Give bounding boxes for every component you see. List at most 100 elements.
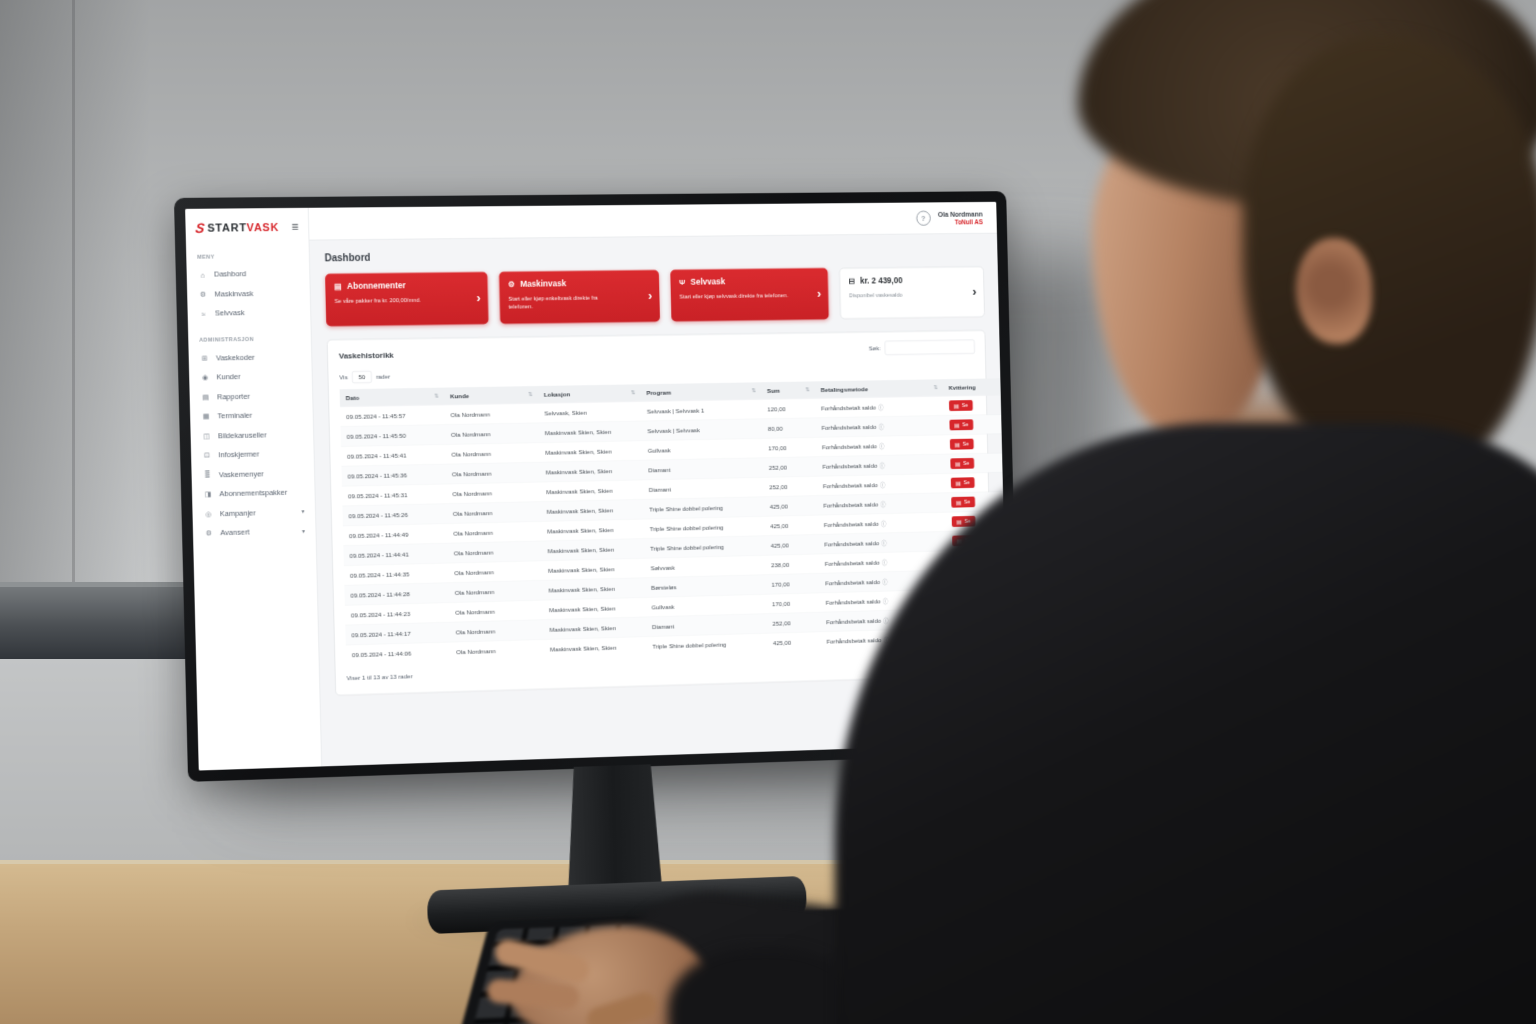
wallet-icon: ⊟ [849, 276, 856, 286]
cell-location: Maskinvask Skien, Skien [540, 480, 643, 502]
sidebar-item[interactable]: ≈ Selvvask [187, 302, 310, 323]
cell-location: Maskinvask Skien, Skien [543, 578, 646, 600]
chevron-right-icon: › [972, 284, 977, 299]
receipt-button[interactable]: ▤Se [951, 477, 975, 488]
column-header[interactable]: Lokasjon ⇅ [538, 384, 641, 403]
sidebar-item-icon: ◨ [203, 490, 213, 499]
sidebar-section-label: ADMINISTRASJON [188, 322, 311, 349]
info-icon[interactable]: ⓘ [881, 521, 886, 527]
cell-program: Selvvask | Selvvask [641, 419, 762, 441]
search-input[interactable] [885, 340, 975, 355]
info-icon[interactable]: ⓘ [881, 540, 886, 546]
cell-sum: 252,00 [763, 457, 817, 478]
info-icon[interactable]: ⓘ [880, 482, 885, 488]
sidebar-menu-label: MENY [186, 239, 309, 265]
cell-receipt: ▤Se [944, 414, 1009, 435]
rows-suffix: rader [376, 373, 390, 380]
cell-program: Selvvask | Selvvask 1 [641, 399, 762, 421]
receipt-button[interactable]: ▤Se [949, 400, 973, 411]
dashboard-card[interactable]: ▤ Abonnementer Se våre pakker fra kr. 20… [325, 272, 489, 327]
cell-location: Selvvask, Skien [538, 401, 641, 422]
sidebar-item-label: Maskinvask [214, 289, 253, 298]
cell-receipt: ▤Se [944, 433, 1009, 454]
receipt-button-label: Se [962, 422, 969, 428]
cell-location: Maskinvask Skien, Skien [544, 636, 647, 658]
sidebar-item[interactable]: ≣ Vaskemenyer [191, 463, 314, 485]
cell-sum: 238,00 [765, 554, 819, 575]
cell-customer: Ola Nordmann [448, 541, 542, 563]
cell-program: Diamant [642, 458, 763, 480]
info-icon[interactable]: ⓘ [883, 617, 888, 623]
info-icon[interactable]: ⓘ [879, 424, 884, 430]
cell-receipt: ▤Se [943, 395, 1009, 415]
sidebar-item[interactable]: ◨ Abonnementspakker [192, 482, 315, 504]
receipt-button[interactable]: ▤Se [951, 496, 975, 507]
cell-date: 09.05.2024 - 11:45:50 [340, 424, 445, 446]
column-header[interactable]: Sum ⇅ [761, 381, 815, 399]
logo-text-primary: START [207, 221, 247, 234]
cell-date: 09.05.2024 - 11:45:57 [340, 405, 445, 427]
cell-date: 09.05.2024 - 11:44:35 [344, 563, 449, 585]
column-header[interactable]: Dato ⇅ [340, 388, 445, 407]
sidebar-item-icon: ⚙ [198, 290, 208, 299]
sidebar-item-label: Kunder [216, 373, 240, 382]
info-icon[interactable]: ⓘ [882, 579, 887, 585]
dashboard-card[interactable]: Ψ Selvvask Start eller kjøp selvvask dir… [670, 268, 829, 322]
logo-text-secondary: VASK [247, 221, 280, 234]
info-icon[interactable]: ⓘ [879, 462, 884, 468]
receipt-button-label: Se [963, 460, 970, 466]
sort-icon: ⇅ [805, 386, 809, 392]
sidebar-item-icon: ◉ [200, 373, 210, 382]
sidebar-item[interactable]: ▦ Terminaler [190, 405, 313, 427]
info-icon[interactable]: ⓘ [880, 501, 885, 507]
cell-receipt: ▤Se [945, 472, 1009, 493]
receipt-button[interactable]: ▤Se [949, 419, 973, 430]
sidebar-item[interactable]: ◫ Bildekaruseller [190, 424, 313, 446]
column-label: Sum [767, 387, 780, 394]
page-title: Dashbord [325, 245, 984, 263]
sidebar-item-label: Selvvask [215, 309, 245, 318]
info-icon[interactable]: ⓘ [878, 404, 883, 410]
cell-customer: Ola Nordmann [450, 639, 544, 661]
rows-per-page-select[interactable]: 50 [352, 371, 372, 383]
sort-icon: ⇅ [528, 391, 533, 397]
column-header[interactable]: Program ⇅ [641, 382, 762, 401]
panel-header: Vaskehistorikk Søk: [339, 340, 975, 364]
sidebar-item-label: Bildekaruseller [218, 430, 267, 439]
receipt-icon: ▤ [956, 518, 961, 525]
hamburger-menu-icon[interactable]: ≡ [291, 220, 298, 234]
sidebar-item-icon: ◫ [201, 431, 211, 440]
column-header[interactable]: Kvittering ⇅ [943, 378, 1009, 396]
sidebar-item-label: Dashbord [214, 270, 246, 279]
info-icon[interactable]: ⓘ [879, 443, 884, 449]
dashboard-card[interactable]: ⚙ Maskinvask Start eller kjøp enkeltvask… [499, 270, 660, 324]
sidebar-item-label: Terminaler [217, 411, 252, 420]
sidebar-item[interactable]: ⊞ Vaskekoder [189, 347, 312, 368]
receipt-icon: ▤ [955, 441, 960, 448]
receipt-icon: ▤ [955, 479, 960, 486]
chevron-right-icon: › [476, 290, 481, 305]
cell-customer: Ola Nordmann [449, 600, 543, 622]
receipt-button-label: Se [964, 499, 971, 505]
balance-card[interactable]: ⊟ kr. 2 439,00 Disponibel vaskesaldo › [839, 266, 985, 319]
info-icon[interactable]: ⓘ [882, 559, 887, 565]
sidebar-item[interactable]: ⚙ Avansert ▾ [193, 521, 316, 543]
column-header[interactable]: Kunde ⇅ [444, 386, 538, 405]
card-title-row: ⊟ kr. 2 439,00 [849, 275, 965, 286]
sidebar-item[interactable]: ▤ Rapporter [189, 385, 312, 407]
receipt-button[interactable]: ▤Se [950, 458, 974, 469]
sidebar-admin-nav: ⊞ Vaskekoder ◉ Kunder [189, 347, 316, 544]
sidebar-item[interactable]: ⚙ Maskinvask [187, 283, 310, 304]
sidebar-item[interactable]: ⌂ Dashbord [186, 264, 309, 285]
column-label: Program [646, 389, 671, 396]
sidebar-item[interactable]: ⊡ Infoskjermer [191, 443, 314, 465]
sidebar-item[interactable]: ◉ Kunder [189, 366, 312, 387]
cell-sum: 252,00 [767, 612, 821, 633]
user-menu[interactable]: Ola Nordmann ToNull AS [938, 210, 983, 225]
receipt-button[interactable]: ▤Se [950, 438, 974, 449]
cell-date: 09.05.2024 - 11:44:06 [346, 642, 451, 665]
help-icon[interactable]: ? [916, 210, 931, 225]
receipt-button-label: Se [961, 402, 968, 408]
info-icon[interactable]: ⓘ [883, 598, 888, 604]
cell-customer: Ola Nordmann [448, 560, 542, 582]
